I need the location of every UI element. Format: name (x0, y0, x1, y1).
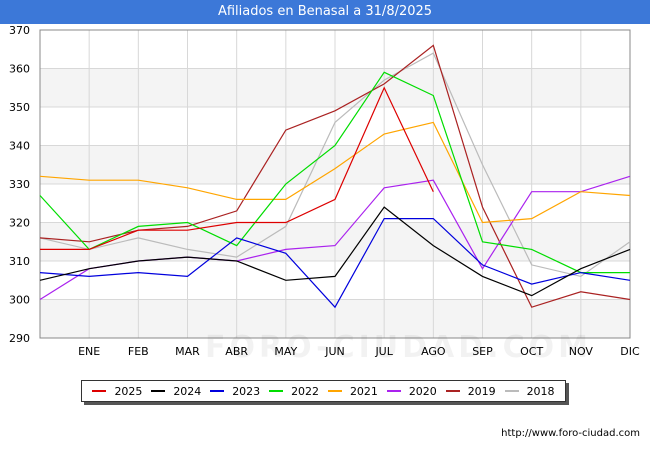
y-tick-label: 330 (9, 178, 30, 191)
y-tick-label: 320 (9, 217, 30, 230)
watermark: FORO-CIUDAD.COM (205, 330, 592, 365)
legend-label: 2018 (526, 384, 555, 398)
x-tick-label: MAR (175, 345, 200, 358)
legend-swatch (92, 390, 107, 392)
series-line-2021 (39, 121, 631, 224)
legend-item-2018: 2018 (504, 384, 555, 398)
legend-label: 2023 (232, 384, 261, 398)
x-tick-label: ABR (225, 345, 248, 358)
legend-swatch (151, 390, 166, 392)
x-tick-label: DIC (620, 345, 640, 358)
plot-frame (39, 29, 631, 339)
y-tick-label: 360 (9, 63, 30, 76)
legend-label: 2020 (408, 384, 437, 398)
legend-swatch (269, 390, 284, 392)
legend-label: 2019 (467, 384, 496, 398)
x-tick-label: MAY (274, 345, 297, 358)
legend-item-2024: 2024 (151, 385, 201, 398)
series-line-2025 (40, 86, 434, 250)
legend-item-2023: 2023 (210, 385, 260, 398)
series-line-2023 (39, 218, 631, 309)
source-url: http://www.foro-ciudad.com (501, 428, 640, 439)
legend-item-2025: 2025 (92, 385, 142, 398)
y-tick-label: 290 (9, 332, 30, 345)
legend-swatch (504, 390, 519, 392)
legend-label: 2024 (173, 384, 202, 398)
x-tick-label: SEP (472, 345, 493, 358)
y-tick-label: 300 (9, 294, 30, 307)
x-tick-label: JUL (374, 345, 393, 358)
y-tick-label: 350 (9, 101, 30, 114)
x-tick-label: AGO (421, 345, 446, 358)
legend-swatch (327, 390, 342, 392)
x-tick-label: FEB (128, 345, 149, 358)
legend-label: 2021 (349, 384, 378, 398)
legend-item-2019: 2019 (445, 384, 496, 398)
x-tick-label: ENE (78, 345, 100, 358)
legend-label: 2025 (114, 384, 143, 398)
chart-legend: 2025 2024 2023 2022 2021 2020 2019 2018 (81, 380, 566, 402)
legend-item-2020: 2020 (386, 384, 437, 398)
y-tick-label: 340 (9, 140, 30, 153)
legend-item-2022: 2022 (269, 385, 319, 398)
series-line-2024 (39, 206, 631, 297)
x-tick-label: OCT (520, 345, 543, 358)
legend-label: 2022 (291, 384, 320, 398)
y-tick-label: 310 (9, 255, 30, 268)
chart-title: Afiliados en Benasal a 31/8/2025 (0, 0, 650, 24)
x-tick-label: JUN (324, 345, 345, 358)
legend-swatch (386, 390, 401, 392)
series-line-2022 (39, 71, 630, 274)
legend-swatch (210, 390, 225, 392)
y-tick-label: 370 (9, 24, 30, 37)
legend-item-2021: 2021 (327, 384, 378, 398)
x-tick-label: NOV (569, 345, 594, 358)
legend-swatch (445, 390, 460, 392)
series-line-2018 (39, 52, 631, 278)
